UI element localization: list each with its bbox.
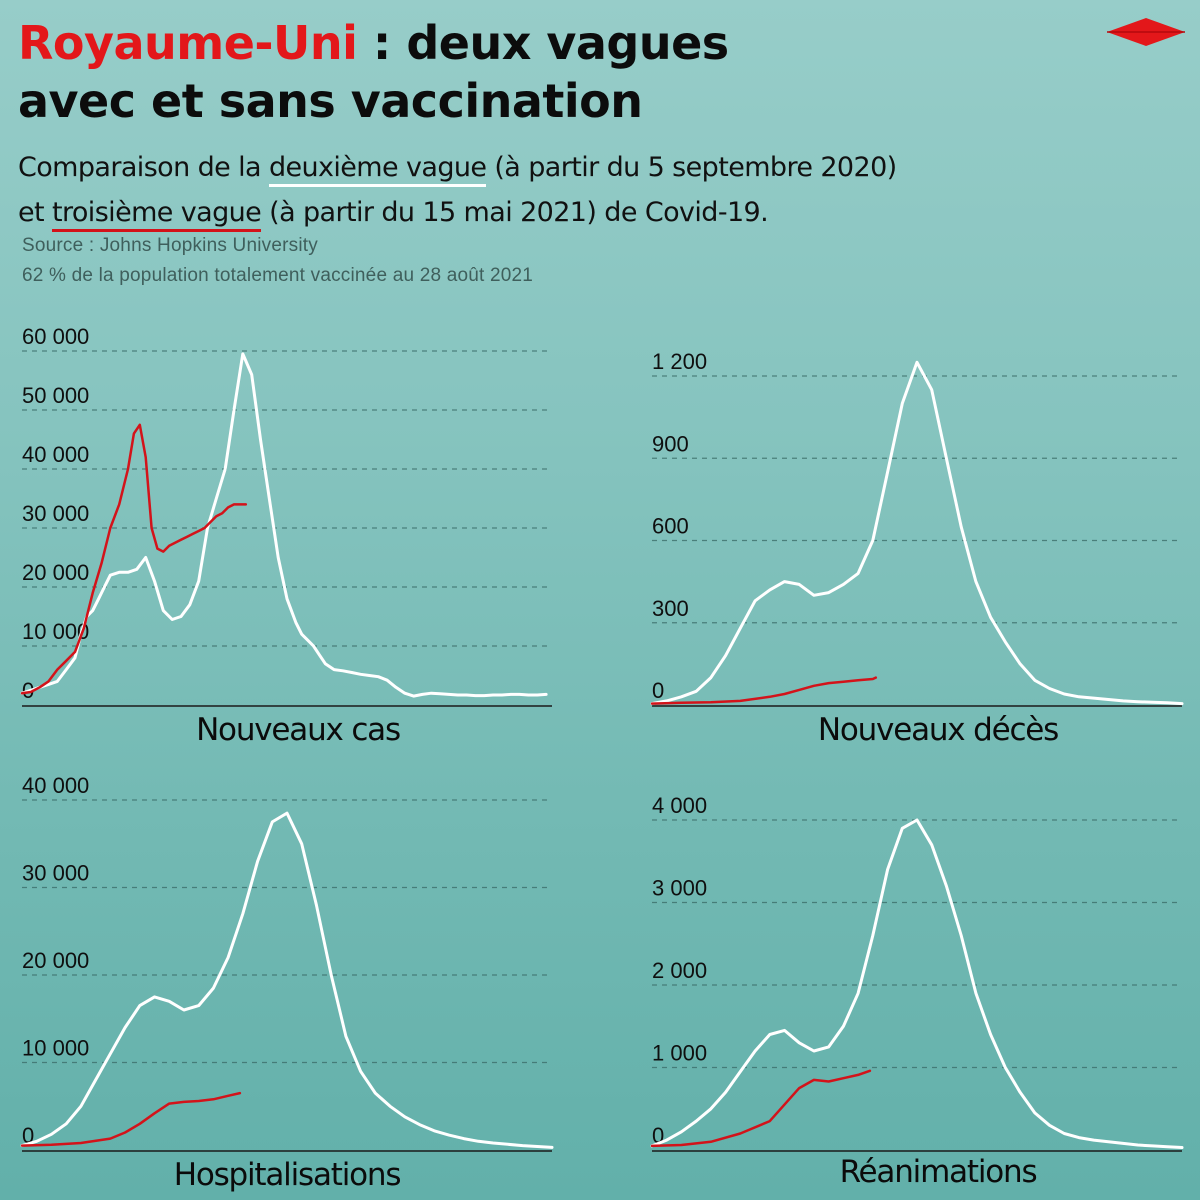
series-line-second-wave	[20, 352, 548, 698]
chart-title: Hospitalisations	[174, 1157, 401, 1193]
title-country: Royaume-Uni	[18, 16, 358, 70]
source-note: Source : Johns Hopkins University	[22, 235, 318, 256]
y-tick-label: 3 000	[652, 876, 707, 901]
subtitle-part1: Comparaison de la	[18, 152, 269, 183]
chart-title: Nouveaux décès	[818, 712, 1058, 748]
y-tick-label: 60 000	[22, 324, 89, 349]
y-tick-label: 1 200	[652, 349, 707, 374]
series-line-third-wave	[20, 423, 248, 695]
title-line2: avec et sans vaccination	[18, 74, 643, 128]
legend-third-wave: troisième vague	[51, 197, 262, 232]
series-line-second-wave	[20, 811, 554, 1149]
y-tick-label: 2 000	[652, 958, 707, 983]
series-line-third-wave	[20, 1091, 242, 1147]
series-line-second-wave	[650, 818, 1184, 1149]
vaccination-note: 62 % de la population totalement vacciné…	[22, 265, 534, 286]
chart-1: 0 300 600 900 1 200 Nouveaux décès	[650, 349, 1184, 748]
main-title: Royaume-Uni : deux vagues avec et sans va…	[18, 14, 729, 130]
y-tick-label: 40 000	[22, 773, 89, 798]
y-tick-label: 30 000	[22, 501, 89, 526]
y-tick-label: 50 000	[22, 383, 89, 408]
y-tick-label: 600	[652, 514, 689, 539]
y-tick-label: 1 000	[652, 1041, 707, 1066]
y-tick-label: 40 000	[22, 442, 89, 467]
chart-title: Nouveaux cas	[196, 712, 400, 748]
y-tick-label: 900	[652, 431, 689, 456]
y-tick-label: 20 000	[22, 948, 89, 973]
subtitle: Comparaison de la deuxième vague (à part…	[18, 145, 897, 235]
legend-second-wave: deuxième vague	[268, 152, 487, 187]
subtitle-part3: et	[18, 197, 52, 228]
chart-title: Réanimations	[840, 1154, 1037, 1190]
subtitle-part4: (à partir du 15 mai 2021) de Covid-19.	[261, 197, 769, 228]
subtitle-part2: (à partir du 5 septembre 2020)	[486, 152, 897, 183]
y-tick-label: 20 000	[22, 560, 89, 585]
brand-logo-icon	[1107, 18, 1185, 46]
y-tick-label: 4 000	[652, 793, 707, 818]
series-line-second-wave	[650, 360, 1184, 706]
series-line-third-wave	[650, 676, 878, 705]
series-line-third-wave	[650, 1069, 872, 1148]
y-tick-label: 0	[652, 678, 664, 703]
y-tick-label: 30 000	[22, 861, 89, 886]
title-rest: : deux vagues	[357, 16, 729, 70]
y-tick-label: 300	[652, 596, 689, 621]
y-tick-label: 10 000	[22, 1036, 89, 1061]
